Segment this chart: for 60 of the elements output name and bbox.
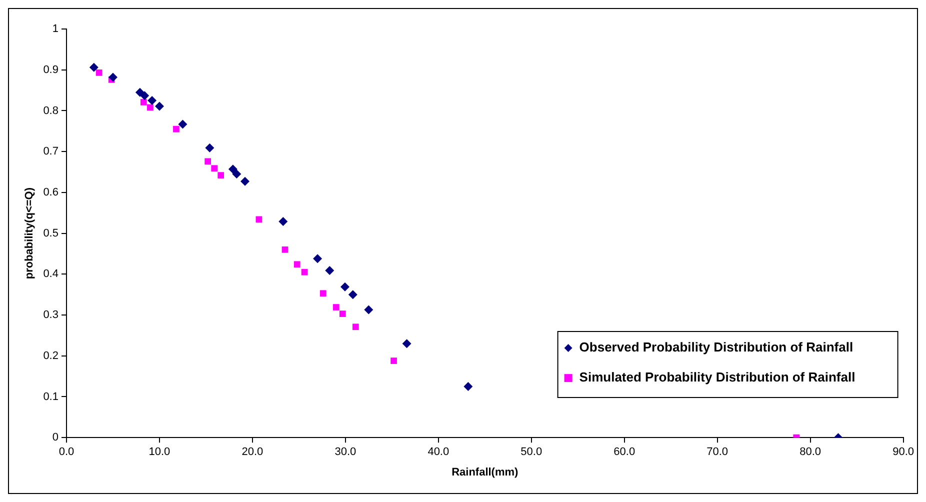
y-axis-title: probability(q<=Q) xyxy=(24,187,36,280)
point xyxy=(325,266,334,275)
point xyxy=(294,261,300,268)
y-tick-label: 0.1 xyxy=(43,390,58,403)
y-tick-label: 0 xyxy=(52,432,58,444)
point xyxy=(232,170,242,179)
y-tick-label: 0.4 xyxy=(43,268,58,280)
point xyxy=(282,246,288,253)
y-tick-label: 0.3 xyxy=(43,309,58,322)
point xyxy=(108,72,118,82)
point xyxy=(256,216,262,223)
legend-label: Observed Probability Distribution of Rainfall xyxy=(579,340,854,355)
y-tick-label: 0.6 xyxy=(43,186,58,198)
point xyxy=(240,176,250,186)
point xyxy=(211,165,218,172)
point xyxy=(464,382,473,392)
point xyxy=(148,96,157,106)
x-tick-label: 60.0 xyxy=(614,446,636,458)
y-tick-label: 0.7 xyxy=(43,146,58,158)
point xyxy=(96,70,102,76)
point xyxy=(402,339,412,348)
y-tick-label: 0.9 xyxy=(43,64,58,76)
point xyxy=(332,304,340,310)
point xyxy=(352,324,359,330)
y-tick-label: 0.2 xyxy=(43,350,58,362)
point xyxy=(278,216,288,226)
point xyxy=(173,126,180,132)
point xyxy=(205,143,214,152)
point xyxy=(204,158,211,165)
point xyxy=(313,254,322,264)
point xyxy=(364,305,374,314)
point xyxy=(135,88,144,97)
x-tick-label: 30.0 xyxy=(334,446,356,458)
point xyxy=(301,268,308,276)
point xyxy=(140,91,150,100)
y-tick-label: 1 xyxy=(52,23,58,36)
point xyxy=(390,358,397,364)
point xyxy=(339,310,346,317)
point xyxy=(146,104,154,111)
x-tick-label: 50.0 xyxy=(520,446,542,458)
x-tick-label: 80.0 xyxy=(800,446,822,458)
y-tick-label: 0.5 xyxy=(43,227,58,240)
point xyxy=(348,290,358,300)
point xyxy=(89,62,98,72)
point xyxy=(320,290,326,297)
point xyxy=(340,282,350,292)
point xyxy=(228,164,238,174)
point xyxy=(178,120,188,129)
x-tick-label: 40.0 xyxy=(428,446,450,458)
y-tick-label: 0.8 xyxy=(43,104,58,117)
x-axis-title: Rainfall(mm) xyxy=(452,466,519,478)
legend-label: Simulated Probability Distribution of Rainfall xyxy=(579,370,856,385)
x-tick-label: 10.0 xyxy=(148,446,170,458)
point xyxy=(140,98,147,106)
point xyxy=(154,102,164,111)
x-tick-label: 70.0 xyxy=(706,446,728,458)
x-tick-label: 20.0 xyxy=(242,446,264,458)
x-tick-label: 0.0 xyxy=(58,446,74,458)
x-tick-label: 90.0 xyxy=(892,446,914,458)
point xyxy=(218,172,224,178)
